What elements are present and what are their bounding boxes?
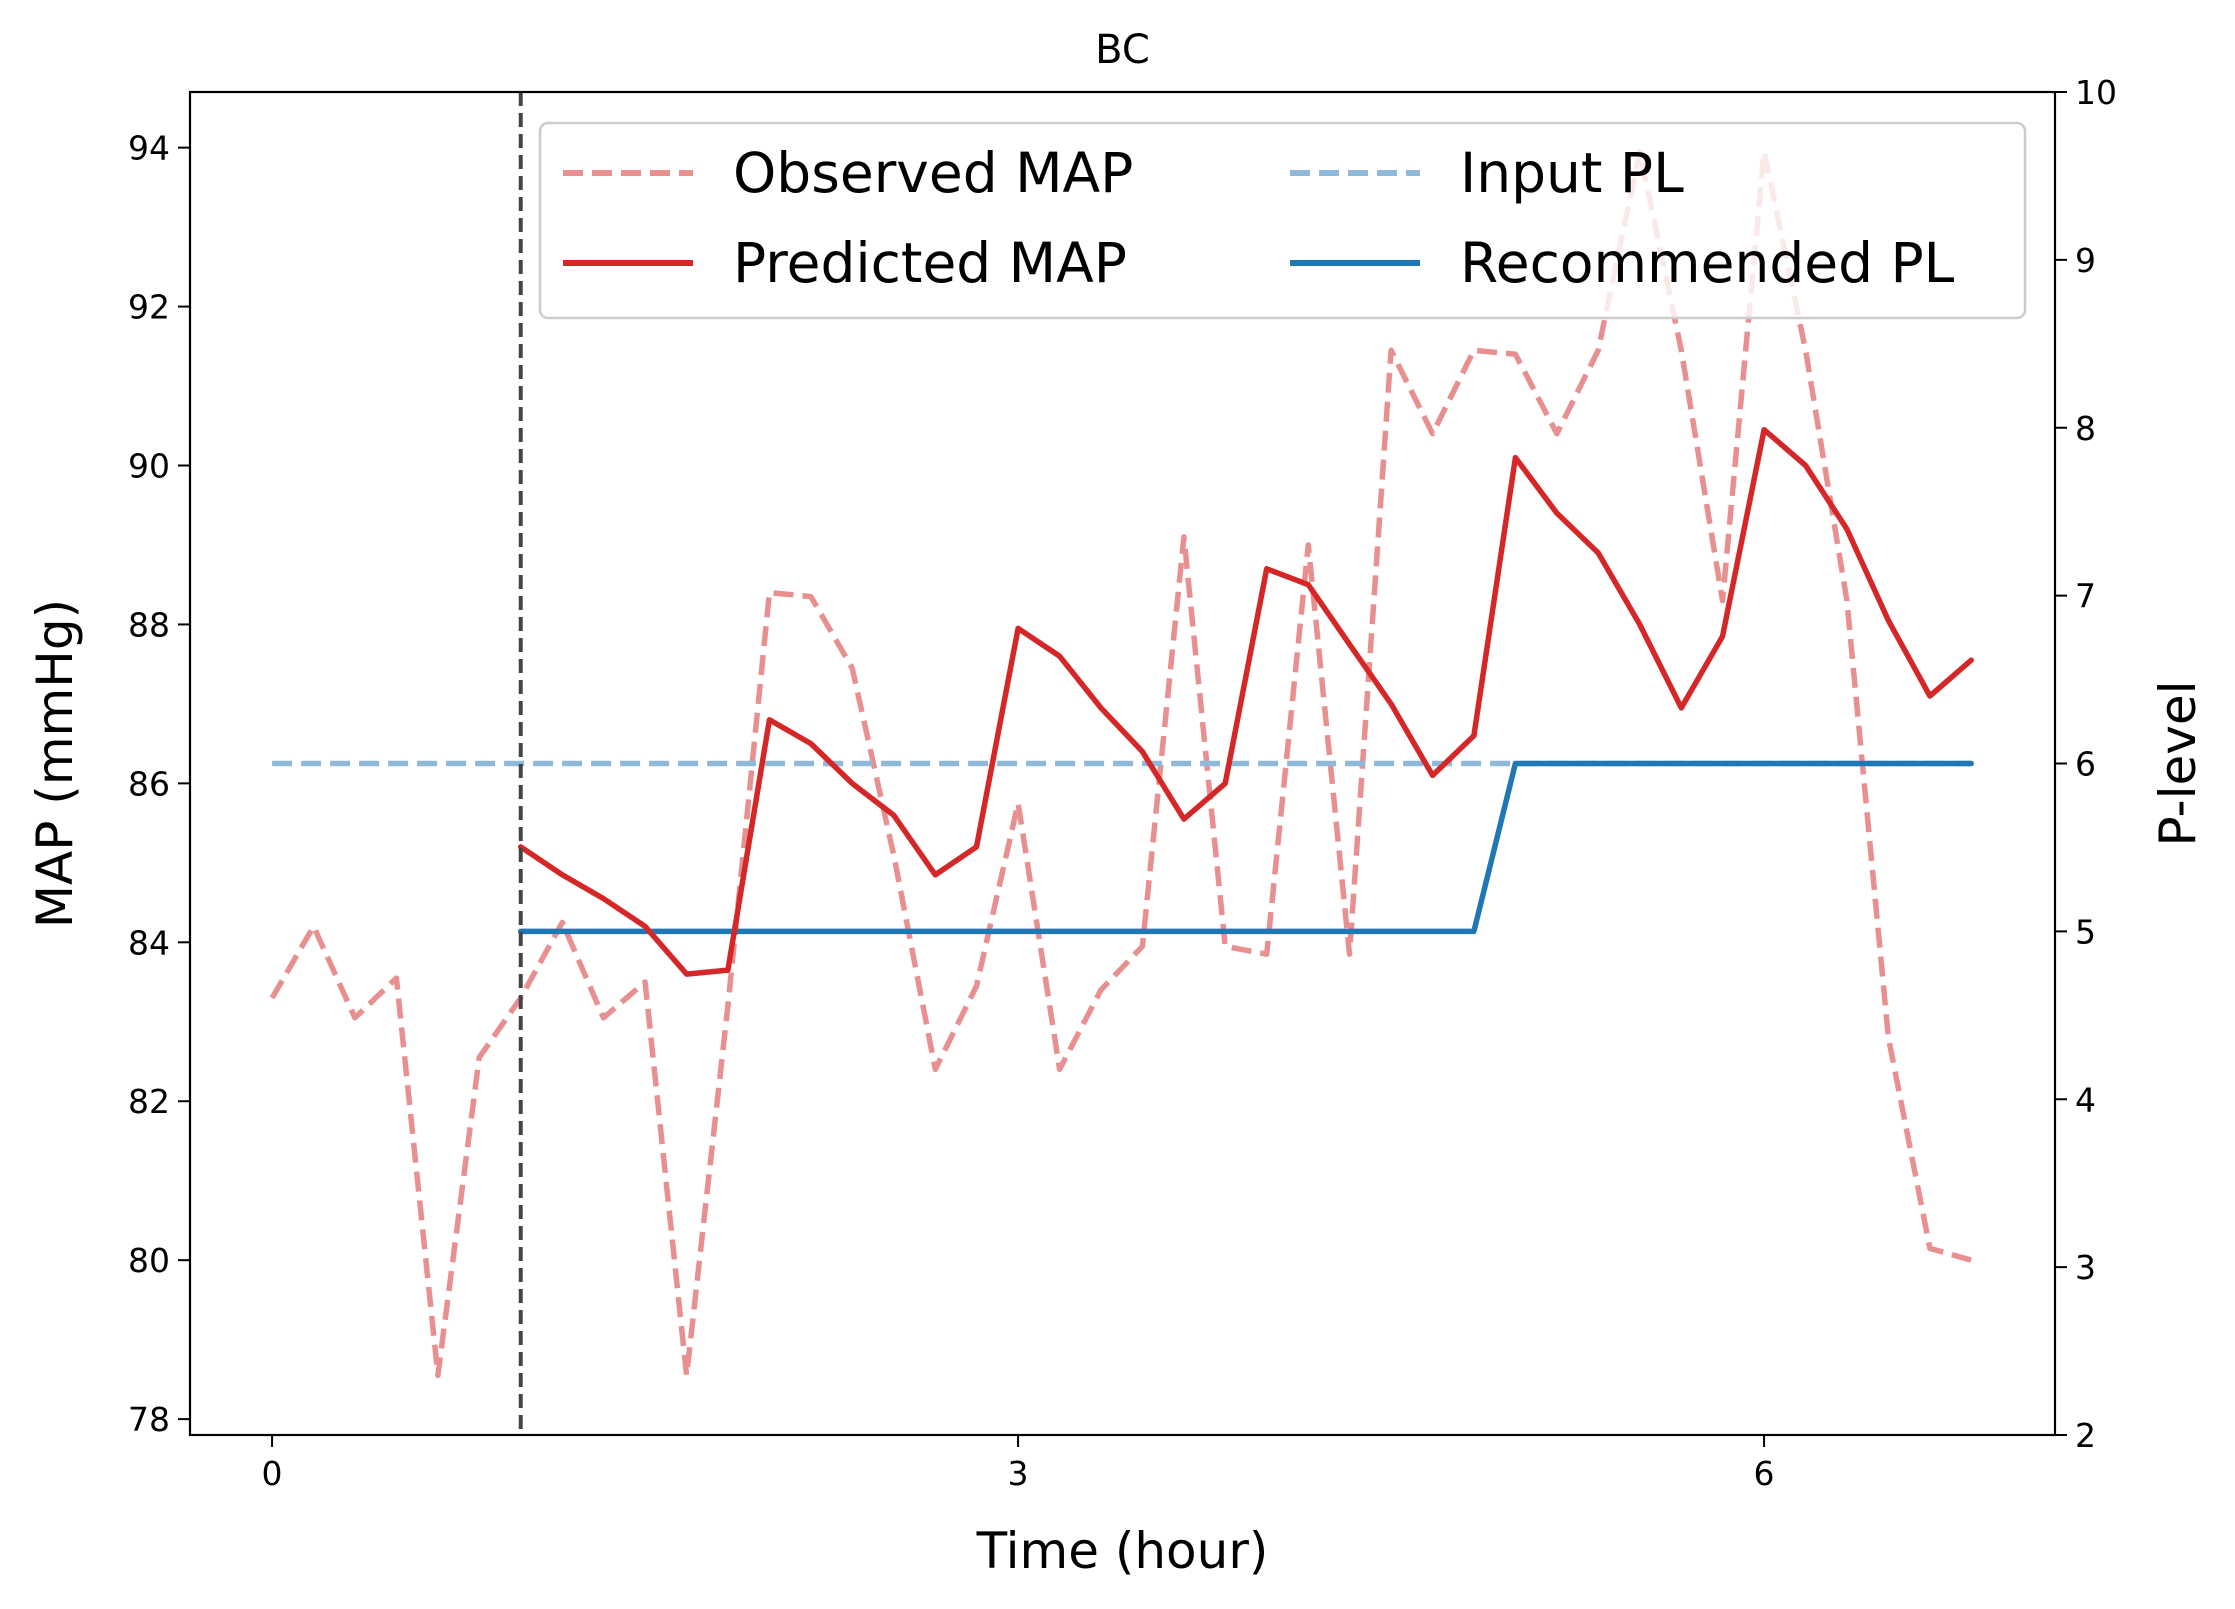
y-left-tick-label: 90: [128, 446, 170, 485]
y-right-tick-label: 8: [2075, 409, 2096, 448]
y-right-tick-label: 10: [2075, 73, 2117, 112]
series-layer: [269, 148, 1974, 1379]
y-left-tick-label: 86: [128, 764, 170, 803]
y-right-tick-label: 2: [2075, 1416, 2096, 1455]
y-left-tick-label: 78: [128, 1400, 170, 1439]
y-left-tick-label: 82: [128, 1082, 170, 1121]
legend-label-predicted-map: Predicted MAP: [733, 231, 1127, 295]
legend-label-observed-map: Observed MAP: [733, 141, 1133, 205]
x-tick-label: 0: [262, 1454, 283, 1493]
y-right-tick-label: 5: [2075, 912, 2096, 951]
y-right-tick-label: 7: [2075, 577, 2096, 616]
legend-box: [538, 121, 2027, 320]
y-axis-right-label: P-level: [2149, 681, 2207, 847]
y-right-tick-label: 9: [2075, 241, 2096, 280]
series-line-predicted-map: [517, 426, 1974, 977]
x-tick-label: 3: [1008, 1454, 1029, 1493]
y-left-tick-label: 92: [128, 288, 170, 327]
x-tick-label: 6: [1754, 1454, 1775, 1493]
series-line-observed-map: [269, 148, 1972, 1379]
y-right-tick-label: 3: [2075, 1248, 2096, 1287]
x-axis-label: Time (hour): [976, 1522, 1269, 1580]
y-left-tick-label: 88: [128, 605, 170, 644]
legend: Observed MAP Predicted MAP Input PL Recomme…: [538, 121, 2027, 320]
y-left-tick-label: 84: [128, 923, 170, 962]
chart-title: BC: [1095, 27, 1150, 73]
y-left-tick-label: 80: [128, 1241, 170, 1280]
legend-label-input-pl: Input PL: [1460, 141, 1684, 205]
y-right-tick-label: 4: [2075, 1080, 2096, 1119]
series-line-recommended-pl: [517, 760, 1974, 935]
legend-label-recommended-pl: Recommended PL: [1460, 231, 1955, 295]
y-left-tick-label: 94: [128, 129, 170, 168]
y-axis-left-label: MAP (mmHg): [26, 599, 84, 928]
y-right-tick-label: 6: [2075, 745, 2096, 784]
